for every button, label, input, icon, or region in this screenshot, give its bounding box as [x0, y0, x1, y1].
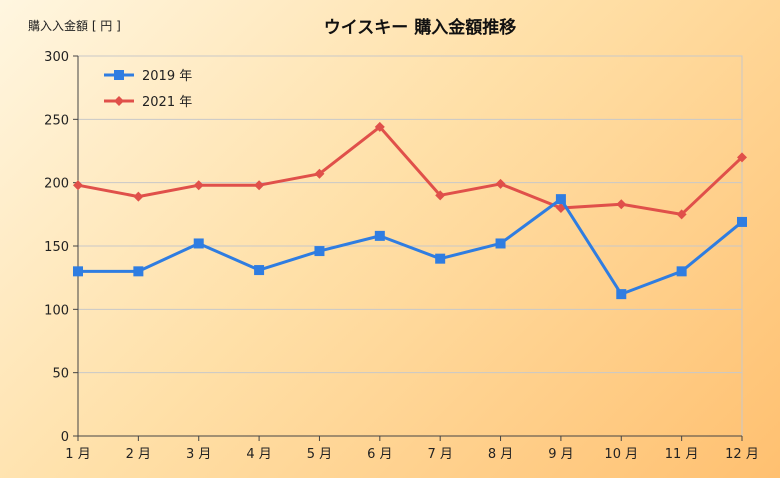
data-point: [616, 199, 627, 210]
data-point: [133, 266, 144, 277]
series-line: [77, 125, 744, 216]
data-point: [193, 180, 204, 191]
data-point: [676, 209, 687, 220]
grid-lines: [78, 55, 742, 374]
legend-label: 2019 年: [142, 69, 192, 84]
y-tick-label: 200: [44, 177, 69, 192]
data-point: [676, 266, 687, 277]
x-tick-label: 10 月: [604, 447, 638, 462]
y-tick-label: 0: [61, 430, 69, 445]
x-tick-label: 11 月: [665, 447, 699, 462]
series-lines: [73, 121, 747, 300]
series-1: [73, 121, 747, 220]
legend-item-1: 2021 年: [104, 95, 192, 110]
legend-marker: [114, 96, 124, 106]
data-point: [616, 289, 627, 300]
data-point: [435, 253, 446, 264]
data-point: [495, 238, 506, 249]
data-point: [314, 246, 325, 257]
x-tick-label: 6 月: [367, 447, 392, 462]
data-point: [374, 121, 385, 132]
data-point: [73, 266, 83, 277]
y-tick-label: 100: [44, 303, 69, 318]
legend-marker: [114, 70, 124, 80]
series-0: [73, 194, 747, 300]
data-point: [73, 180, 83, 191]
series-line: [78, 197, 743, 296]
y-tick-label: 150: [44, 240, 69, 255]
data-point: [555, 194, 566, 205]
data-point: [254, 180, 265, 191]
chart-title: ウイスキー 購入金額推移: [324, 17, 516, 38]
x-tick-label: 4 月: [246, 447, 271, 462]
data-point: [737, 152, 747, 163]
y-axis-label: 購入入金額 [ 円 ]: [28, 18, 121, 33]
data-point: [254, 265, 265, 276]
data-point: [737, 216, 747, 227]
x-tick-label: 3 月: [186, 447, 211, 462]
x-tick-label: 12 月: [725, 447, 759, 462]
x-tick-label: 1 月: [65, 447, 90, 462]
y-tick-label: 50: [52, 367, 69, 382]
data-point: [374, 230, 385, 241]
x-tick-label: 2 月: [126, 447, 151, 462]
x-tick-label: 5 月: [307, 447, 332, 462]
data-point: [495, 178, 506, 189]
x-tick-label: 8 月: [488, 447, 513, 462]
data-point: [193, 238, 204, 249]
legend-item-0: 2019 年: [104, 69, 192, 84]
y-tick-label: 300: [44, 50, 69, 65]
x-tick-label: 9 月: [548, 447, 573, 462]
x-tick-label: 7 月: [427, 447, 452, 462]
data-point: [133, 191, 144, 202]
legend: 2019 年 2021 年: [104, 69, 192, 110]
legend-label: 2021 年: [142, 95, 192, 110]
data-point: [435, 190, 446, 201]
data-point: [314, 168, 325, 179]
y-tick-label: 250: [44, 113, 69, 128]
axes: 0 50 100 150 200 250 300 1 月 2 月 3 月 4 月 5 月 6 月 7 月 8…: [44, 50, 759, 462]
